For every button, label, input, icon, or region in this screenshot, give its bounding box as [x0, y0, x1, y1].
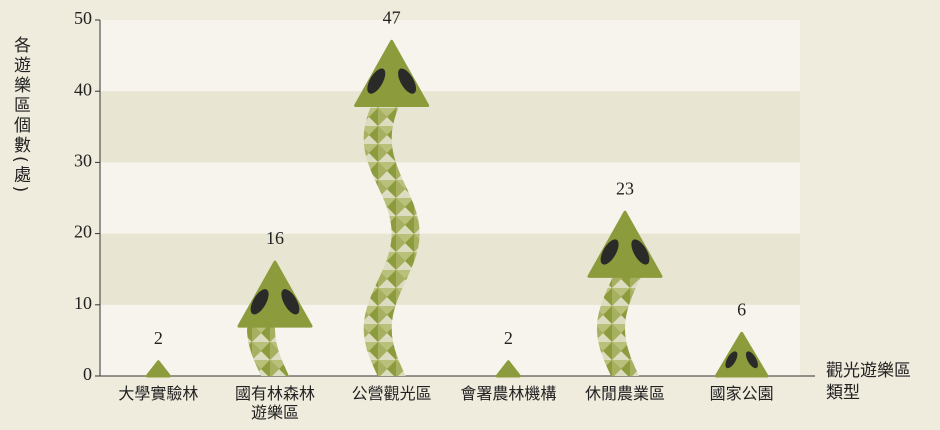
snake-eye — [398, 68, 417, 94]
value-label: 23 — [616, 178, 634, 198]
grid-band — [100, 233, 800, 305]
x-tick-label: 國家公園 — [709, 384, 774, 403]
snake-head — [495, 360, 521, 378]
x-axis-label: 觀光遊樂區 類型 — [826, 361, 911, 403]
snake-body — [247, 326, 289, 376]
snake-eye — [250, 289, 269, 315]
value-label: 2 — [154, 328, 163, 348]
y-tick-label: 10 — [74, 293, 92, 313]
snake-eye — [600, 239, 619, 265]
x-tick-label: 會署農林機構 — [460, 384, 557, 403]
grid-band — [100, 20, 800, 92]
snake-head — [145, 360, 171, 378]
snake-eye — [725, 351, 738, 369]
snake-body — [597, 276, 642, 376]
snake-eye — [281, 289, 300, 315]
snake-eye — [367, 68, 386, 94]
y-tick-label: 0 — [83, 364, 92, 384]
x-tick-label: 大學實驗林 — [118, 384, 199, 403]
x-tick-label: 休閒農業區 — [584, 384, 665, 403]
snake-bar — [354, 39, 430, 376]
value-label: 6 — [737, 299, 746, 319]
x-tick-label: 公營觀光區 — [351, 384, 432, 403]
grid-band — [100, 304, 800, 376]
snake-bar — [587, 210, 663, 376]
snake-body — [363, 105, 420, 376]
snake-eye — [745, 351, 758, 369]
value-label: 47 — [383, 7, 401, 27]
snake-eye — [631, 239, 650, 265]
grid-band — [100, 91, 800, 163]
snake-bar — [145, 360, 171, 378]
snake-bar — [714, 331, 769, 378]
value-label: 16 — [266, 228, 284, 248]
y-tick-label: 40 — [74, 79, 92, 99]
y-tick-label: 20 — [74, 222, 92, 242]
y-tick-label: 50 — [74, 8, 92, 28]
snake-bar — [495, 360, 521, 378]
value-label: 2 — [504, 328, 513, 348]
x-tick-label: 國有林森林 遊樂區 — [234, 384, 315, 422]
snake-bar — [237, 260, 313, 376]
y-axis-label: 各遊樂區個數(處) — [10, 36, 30, 196]
grid-band — [100, 162, 800, 234]
y-tick-label: 30 — [74, 151, 92, 171]
